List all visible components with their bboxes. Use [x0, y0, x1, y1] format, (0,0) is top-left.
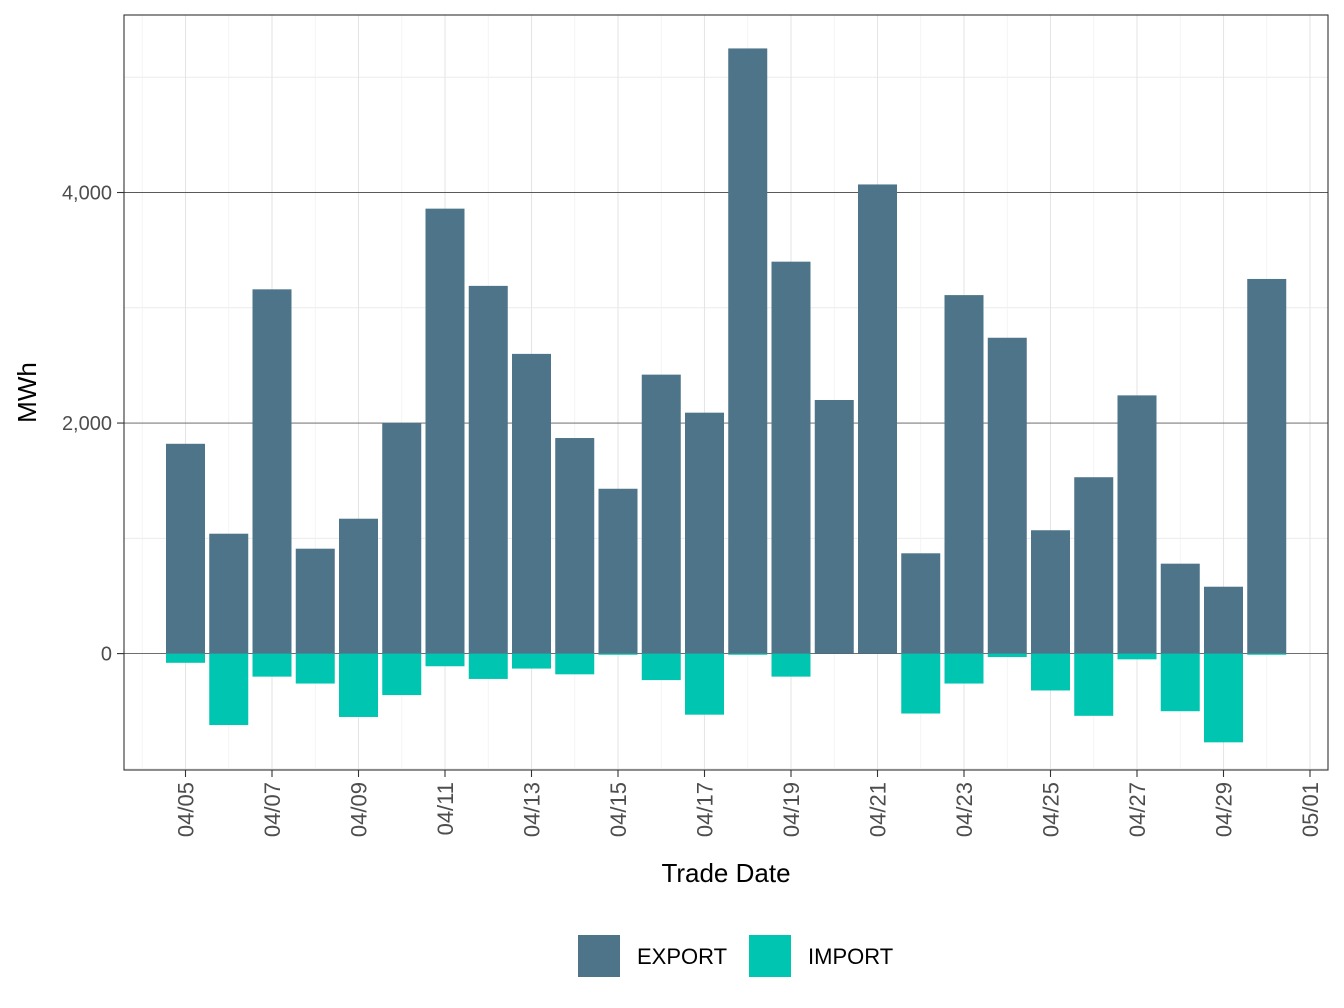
bar-export-04-22 — [901, 553, 941, 654]
bar-export-04-07 — [252, 289, 292, 654]
bar-import-04-08 — [295, 653, 335, 684]
x-tick-label: 04/17 — [693, 782, 718, 837]
bar-import-04-16 — [641, 653, 681, 681]
y-axis: 0 2,000 4,000 — [62, 183, 124, 666]
y-tick-label: 4,000 — [62, 183, 112, 205]
bar-import-04-06 — [209, 653, 249, 726]
bar-import-04-19 — [771, 653, 811, 677]
x-tick-label: 04/15 — [606, 782, 631, 837]
bar-export-04-06 — [209, 533, 249, 654]
bar-export-04-14 — [555, 438, 595, 654]
bar-export-04-24 — [987, 337, 1027, 654]
x-tick-label: 04/25 — [1039, 782, 1064, 837]
legend: EXPORT IMPORT — [578, 935, 893, 977]
bar-import-04-12 — [468, 653, 508, 679]
legend-label-import: IMPORT — [808, 944, 893, 969]
y-tick-label: 0 — [101, 644, 112, 666]
bar-export-04-15 — [598, 488, 638, 654]
bar-export-04-29 — [1204, 586, 1243, 654]
bars — [166, 48, 1287, 743]
legend-label-export: EXPORT — [637, 944, 727, 969]
legend-key-export — [578, 935, 620, 977]
bar-import-04-18 — [728, 653, 768, 655]
bar-export-04-17 — [685, 412, 724, 654]
bar-export-04-05 — [166, 443, 205, 654]
bar-export-04-13 — [512, 353, 551, 654]
x-tick-label: 04/23 — [952, 782, 977, 837]
bar-import-04-10 — [382, 653, 422, 696]
bar-import-04-05 — [166, 653, 205, 663]
bar-export-04-19 — [771, 261, 811, 654]
y-axis-title: MWh — [12, 362, 42, 423]
bar-import-04-11 — [425, 653, 465, 667]
bar-import-04-27 — [1117, 653, 1157, 660]
bar-import-04-25 — [1031, 653, 1070, 691]
x-tick-label: 04/13 — [520, 782, 545, 837]
bar-import-04-09 — [339, 653, 378, 717]
bar-export-04-08 — [295, 548, 335, 654]
x-tick-label: 05/01 — [1298, 782, 1323, 837]
bar-import-04-15 — [598, 653, 638, 655]
x-axis-title: Trade Date — [661, 858, 790, 888]
bar-export-04-18 — [728, 48, 768, 654]
bar-import-04-23 — [944, 653, 984, 684]
bar-export-04-11 — [425, 208, 465, 654]
bar-import-04-14 — [555, 653, 595, 675]
bar-import-04-13 — [512, 653, 551, 669]
bar-import-04-24 — [987, 653, 1027, 658]
x-tick-label: 04/29 — [1212, 782, 1237, 837]
x-tick-label: 04/05 — [174, 782, 199, 837]
x-tick-label: 04/19 — [779, 782, 804, 837]
bar-export-04-09 — [339, 518, 378, 654]
x-tick-label: 04/21 — [866, 782, 891, 837]
x-tick-label: 04/09 — [347, 782, 372, 837]
bar-export-04-16 — [641, 374, 681, 654]
x-axis: 04/05 04/07 04/09 04/11 04/13 04/15 04/17 04/19… — [174, 770, 1323, 837]
bar-export-04-10 — [382, 423, 422, 654]
bar-export-04-20 — [814, 399, 854, 654]
bar-import-04-07 — [252, 653, 292, 677]
bar-import-04-29 — [1204, 653, 1243, 743]
bar-export-04-26 — [1074, 477, 1114, 654]
legend-key-import — [749, 935, 791, 977]
bar-export-04-28 — [1160, 563, 1200, 654]
bar-export-04-23 — [944, 295, 984, 654]
bar-export-04-27 — [1117, 395, 1157, 654]
bar-export-04-21 — [858, 184, 897, 654]
x-tick-label: 04/27 — [1125, 782, 1150, 837]
bar-import-04-28 — [1160, 653, 1200, 712]
panel-border — [123, 14, 1329, 771]
x-tick-label: 04/07 — [260, 782, 285, 837]
bar-import-04-30 — [1247, 653, 1287, 655]
bar-import-04-26 — [1074, 653, 1114, 716]
x-tick-label: 04/11 — [433, 782, 458, 835]
bar-export-04-25 — [1031, 530, 1070, 654]
bar-import-04-17 — [685, 653, 724, 715]
bar-export-04-30 — [1247, 278, 1287, 654]
bar-export-04-12 — [468, 285, 508, 654]
y-tick-label: 2,000 — [62, 413, 112, 435]
bar-import-04-22 — [901, 653, 941, 714]
